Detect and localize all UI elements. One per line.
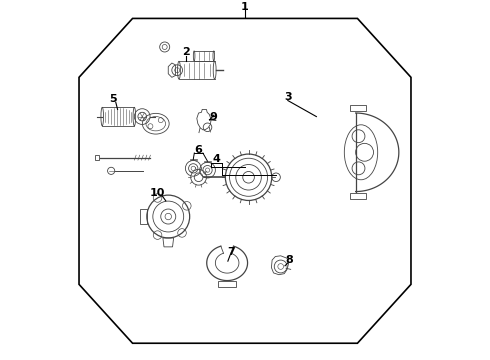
Text: 5: 5 [109, 94, 117, 104]
Text: 1: 1 [241, 2, 249, 12]
Text: 10: 10 [150, 188, 165, 198]
Text: 3: 3 [284, 92, 292, 102]
Text: 7: 7 [227, 247, 235, 257]
Text: 6: 6 [195, 145, 202, 155]
Text: 9: 9 [209, 112, 217, 122]
Text: 8: 8 [286, 255, 294, 265]
Text: 4: 4 [213, 154, 220, 165]
Text: 2: 2 [182, 47, 190, 57]
